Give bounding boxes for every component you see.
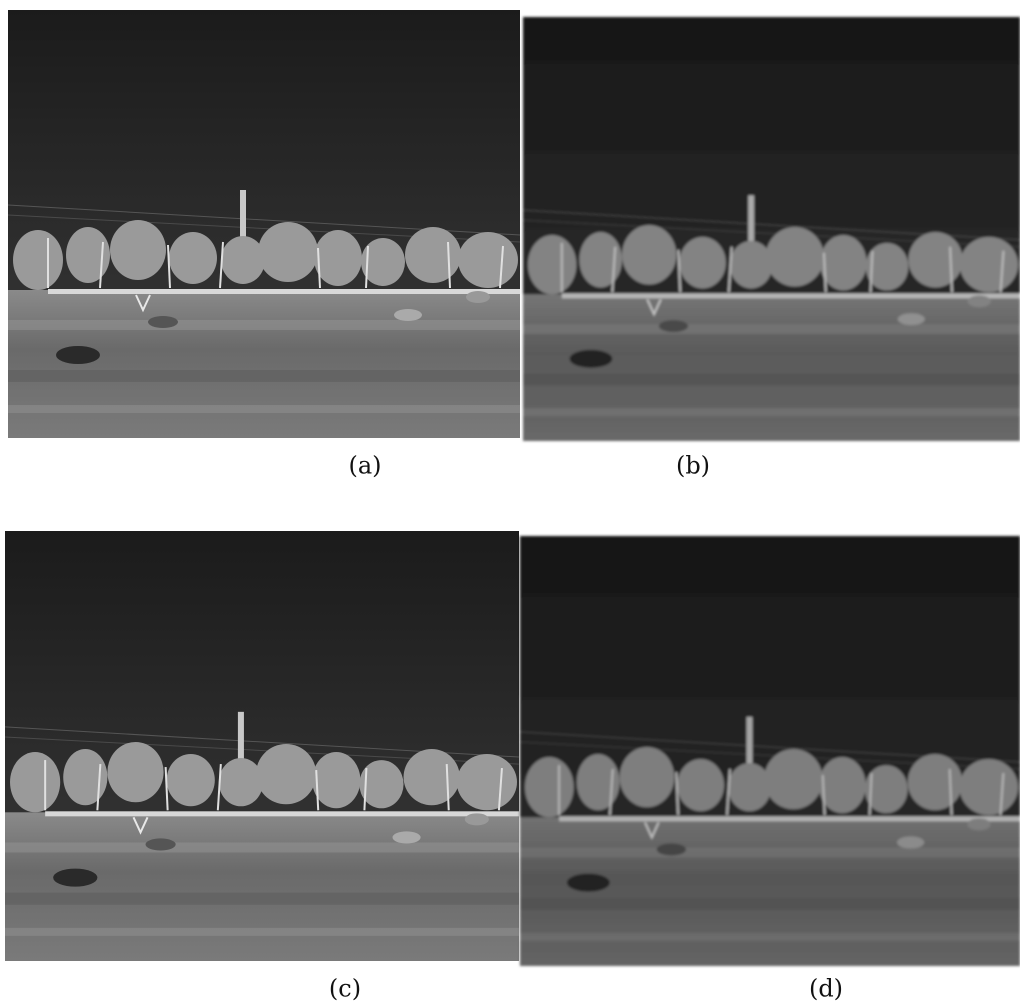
image-b xyxy=(523,17,1020,441)
image-d xyxy=(520,536,1020,966)
caption: (a) xyxy=(348,452,381,480)
page: (a) (b) (c) (d) (() => { const data = JS… xyxy=(0,0,1020,1005)
caption: (d) xyxy=(809,975,843,1003)
image-c xyxy=(5,531,519,961)
image-a xyxy=(8,10,520,438)
caption: (c) xyxy=(329,975,361,1003)
figure: (a) (b) (c) (d) xyxy=(0,0,1020,1005)
caption: (b) xyxy=(676,452,710,480)
